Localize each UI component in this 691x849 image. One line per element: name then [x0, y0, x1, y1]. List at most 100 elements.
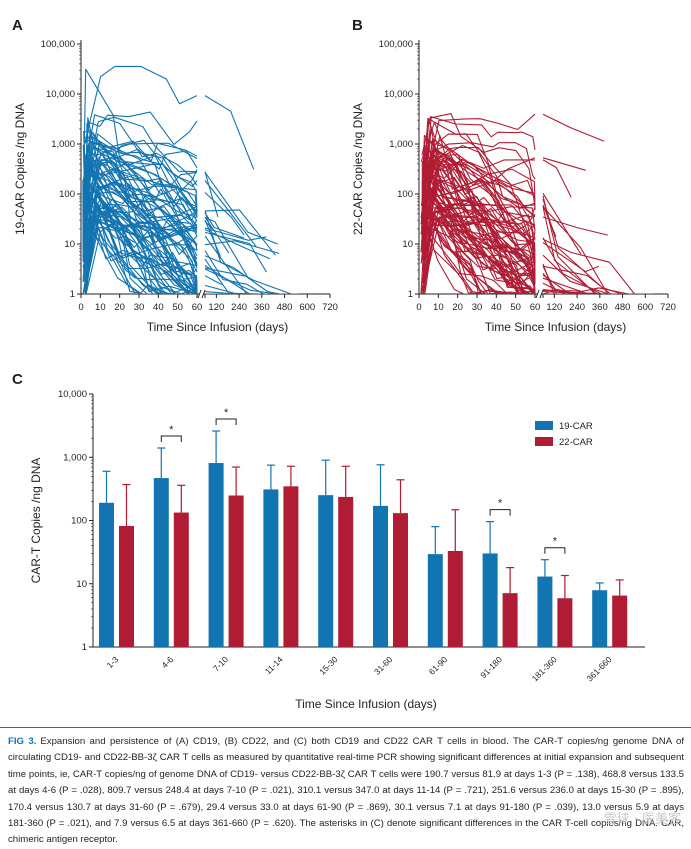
bar-19car	[154, 478, 169, 647]
x-axis-title: Time Since Infusion (days)	[485, 320, 627, 334]
x-tick-label: 40	[491, 302, 502, 313]
y-axis-title: 19-CAR Copies /ng DNA	[13, 103, 27, 235]
y-axis-title: CAR-T Copies /ng DNA	[29, 458, 43, 584]
bar-22car	[338, 497, 353, 647]
y-tick-label: 100,000	[379, 39, 413, 50]
x-axis-title: Time Since Infusion (days)	[295, 697, 437, 711]
x-tick-label: 7-10	[211, 654, 230, 673]
significance-bracket	[161, 436, 181, 442]
legend-label: 22-CAR	[559, 437, 593, 448]
x-tick-label: 10	[95, 302, 106, 313]
y-tick-label: 10,000	[46, 89, 75, 100]
bar-19car	[592, 590, 607, 647]
x-tick-label: 60	[530, 302, 541, 313]
x-tick-label: 50	[172, 302, 183, 313]
bar-19car	[373, 506, 388, 647]
x-tick-label: 0	[78, 302, 83, 313]
y-tick-label: 100	[397, 189, 413, 200]
patient-trace-late	[205, 211, 291, 294]
y-tick-label: 100,000	[41, 39, 75, 50]
bar-22car	[393, 513, 408, 647]
panel-letter: C	[12, 371, 23, 388]
bar-22car	[612, 596, 627, 647]
y-tick-label: 1,000	[389, 139, 413, 150]
significance-asterisk: *	[169, 424, 174, 436]
x-tick-label: 50	[510, 302, 521, 313]
patient-trace	[85, 66, 197, 143]
x-tick-label: 15-30	[317, 654, 340, 677]
legend-swatch	[535, 421, 553, 430]
legend-swatch	[535, 437, 553, 446]
x-tick-label: 60	[192, 302, 203, 313]
x-tick-label: 480	[277, 302, 293, 313]
bar-22car	[119, 526, 134, 647]
patient-trace-late	[543, 217, 608, 235]
x-tick-label: 61-90	[427, 654, 450, 677]
panel-letter: B	[352, 17, 363, 34]
figure-caption: FIG 3.Expansion and persistence of (A) C…	[8, 734, 684, 849]
y-axis-title: 22-CAR Copies /ng DNA	[351, 103, 365, 235]
x-tick-label: 480	[615, 302, 631, 313]
x-tick-label: 91-180	[478, 654, 504, 680]
x-tick-label: 600	[637, 302, 653, 313]
x-tick-label: 40	[153, 302, 164, 313]
trace-group	[83, 66, 299, 294]
patient-trace-late	[543, 199, 622, 294]
significance-asterisk: *	[498, 498, 503, 510]
y-tick-label: 1	[82, 642, 87, 653]
caption-rule	[0, 727, 691, 728]
bar-22car	[557, 598, 572, 647]
x-tick-label: 360	[254, 302, 270, 313]
x-tick-label: 600	[299, 302, 315, 313]
bar-19car	[483, 553, 498, 647]
patient-trace-late	[543, 114, 604, 141]
patient-trace-late	[543, 160, 571, 197]
significance-bracket	[490, 510, 510, 516]
watermark: 雪球 · 医美客	[604, 808, 681, 827]
bar-22car	[229, 496, 244, 647]
significance-bracket	[545, 548, 565, 554]
axis-break-band	[200, 34, 203, 290]
x-tick-label: 720	[660, 302, 676, 313]
y-tick-label: 10,000	[58, 389, 87, 400]
bar-22car	[283, 486, 298, 647]
bar-22car	[448, 551, 463, 647]
caption-text: Expansion and persistence of (A) CD19, (…	[8, 736, 684, 845]
significance-asterisk: *	[553, 536, 558, 548]
trace-group	[421, 114, 654, 294]
legend-label: 19-CAR	[559, 421, 593, 432]
bar-19car	[263, 489, 278, 647]
x-tick-label: 11-14	[263, 654, 285, 676]
x-tick-label: 361-660	[584, 654, 613, 683]
patient-trace-late	[543, 239, 635, 294]
significance-bracket	[216, 419, 236, 425]
y-tick-label: 10	[402, 239, 413, 250]
x-tick-label: 181-360	[530, 654, 559, 683]
x-tick-label: 31-60	[372, 654, 395, 677]
y-tick-label: 1,000	[63, 452, 87, 463]
x-tick-label: 120	[208, 302, 224, 313]
x-tick-label: 1-3	[105, 654, 121, 670]
x-tick-label: 0	[416, 302, 421, 313]
panel-letter: A	[12, 17, 23, 34]
patient-trace-late	[543, 193, 581, 254]
axis-break-band	[538, 34, 541, 290]
y-tick-label: 100	[71, 516, 87, 527]
y-tick-label: 100	[59, 189, 75, 200]
y-tick-label: 1	[408, 289, 413, 300]
x-tick-label: 120	[546, 302, 562, 313]
bar-19car	[318, 495, 333, 647]
bar-22car	[174, 513, 189, 647]
bar-19car	[99, 503, 114, 647]
x-tick-label: 4-6	[159, 654, 175, 670]
x-tick-label: 360	[592, 302, 608, 313]
x-tick-label: 20	[452, 302, 463, 313]
bar-19car	[428, 554, 443, 647]
significance-asterisk: *	[224, 407, 229, 419]
patient-trace-late	[205, 96, 254, 170]
x-tick-label: 720	[322, 302, 338, 313]
x-tick-label: 240	[569, 302, 585, 313]
